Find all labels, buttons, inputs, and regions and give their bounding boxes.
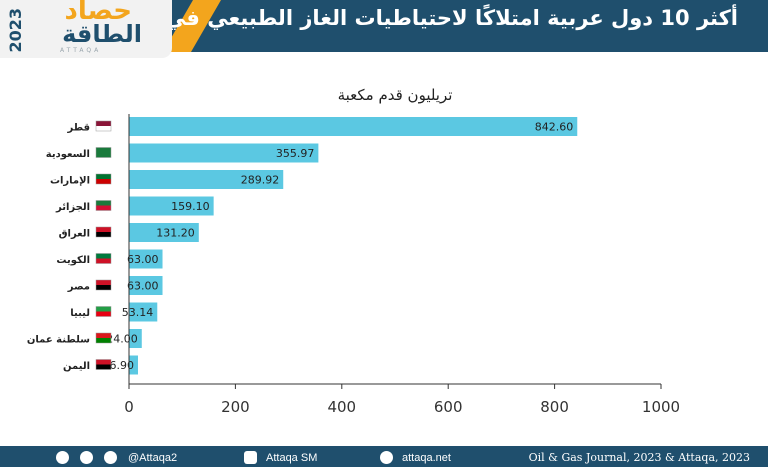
bar-2 — [129, 170, 284, 189]
category-label: مصر — [67, 282, 90, 293]
twitter-icon[interactable] — [56, 451, 69, 464]
facebook-icon[interactable] — [104, 451, 117, 464]
youtube-icon[interactable] — [244, 451, 257, 464]
flag-icon — [95, 120, 112, 132]
flag-icon — [95, 147, 112, 158]
bar-chart: تريليون قدم مكعبة 842.60 قطر 355.97 السعودي… — [27, 86, 680, 416]
category-label: الجزائر — [55, 202, 90, 213]
bar-value-label: 842.60 — [535, 121, 574, 134]
bar-3 — [129, 196, 214, 216]
globe-icon[interactable] — [380, 451, 393, 464]
bar-5 — [129, 249, 163, 269]
instagram-icon[interactable] — [80, 451, 93, 464]
bar-value-label: 159.10 — [171, 200, 210, 213]
bar-9 — [129, 355, 138, 375]
category-label: السعودية — [46, 149, 90, 160]
category-label: سلطنة عمان — [27, 335, 90, 346]
category-label: العراق — [59, 229, 90, 240]
bar-7 — [129, 302, 158, 322]
logo-line2: الطاقة — [62, 20, 142, 48]
website-link[interactable]: attaqa.net — [402, 452, 451, 464]
social-handle[interactable]: @Attaqa2 — [128, 452, 178, 464]
bar-value-label: 289.92 — [241, 174, 280, 187]
category-label: اليمن — [63, 361, 90, 372]
flag-icon — [95, 226, 112, 238]
logo-latin: ATTAQA — [60, 47, 102, 54]
bar-0 — [129, 117, 578, 136]
category-label: قطر — [66, 123, 90, 134]
logo-line1: حصاد — [64, 0, 132, 26]
brand-logo: 2023 حصاد الطاقة ATTAQA — [0, 0, 172, 58]
chart-title: تريليون قدم مكعبة — [338, 86, 453, 104]
x-tick-label: 600 — [434, 398, 463, 416]
bar-4 — [129, 223, 199, 242]
bar-1 — [129, 143, 319, 163]
category-label: الكويت — [56, 255, 90, 266]
flag-icon — [95, 279, 112, 291]
flag-icon — [95, 306, 112, 317]
bar-8 — [129, 329, 142, 348]
x-tick-label: 800 — [540, 398, 569, 416]
flag-icon — [95, 359, 112, 370]
x-tick-label: 0 — [124, 398, 134, 416]
header-banner — [150, 0, 768, 52]
x-tick-label: 200 — [221, 398, 250, 416]
flag-icon — [95, 332, 112, 344]
youtube-handle[interactable]: Attaqa SM — [266, 452, 318, 464]
flag-icon — [95, 200, 112, 211]
bar-value-label: 53.14 — [122, 306, 154, 319]
category-label: الإمارات — [50, 176, 90, 187]
bar-value-label: 355.97 — [276, 147, 315, 160]
x-tick-label: 1000 — [642, 398, 680, 416]
bar-value-label: 24.00 — [106, 333, 138, 346]
flag-icon — [95, 253, 112, 264]
x-tick-label: 400 — [327, 398, 356, 416]
bar-value-label: 131.20 — [156, 227, 195, 240]
flag-icon — [95, 173, 112, 185]
source-note: Oil & Gas Journal, 2023 & Attaqa, 2023 — [528, 451, 750, 464]
bar-value-label: 63.00 — [127, 280, 159, 293]
bar-6 — [129, 276, 163, 295]
bar-value-label: 63.00 — [127, 253, 159, 266]
category-label: ليبيا — [70, 308, 90, 319]
